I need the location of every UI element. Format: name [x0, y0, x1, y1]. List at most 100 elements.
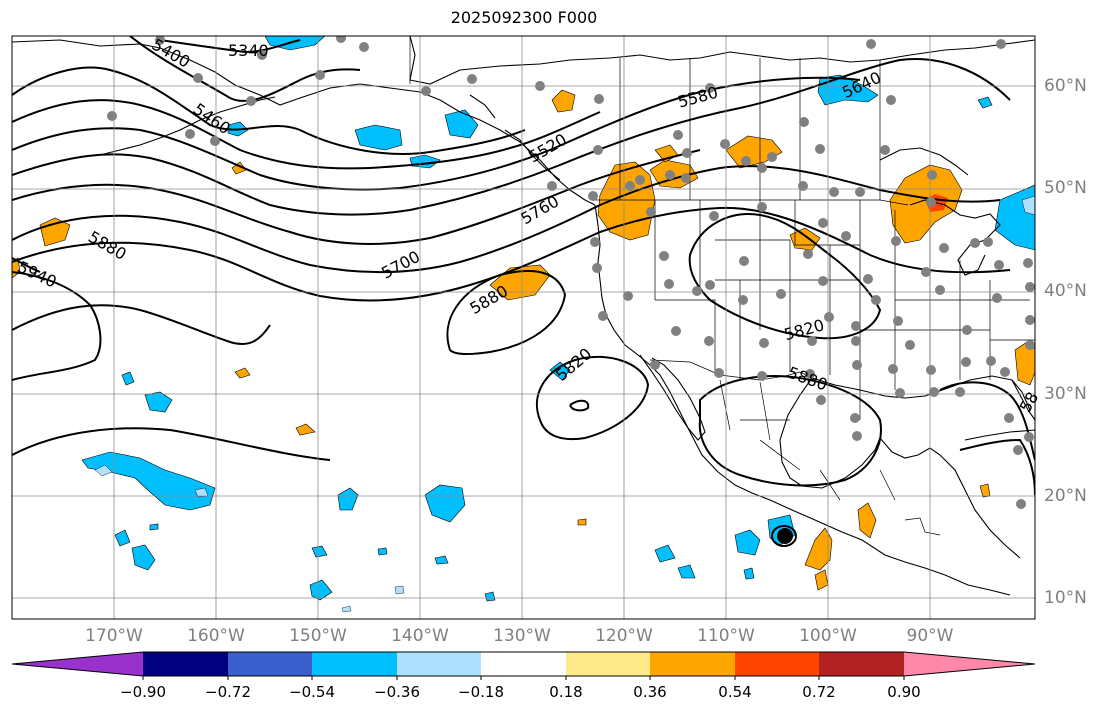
positive-area [804, 527, 833, 571]
contour-label: 5700 [378, 247, 423, 283]
contour-label: 5820 [552, 344, 595, 385]
station-dots [107, 36, 1035, 509]
station [895, 388, 905, 398]
colorbar-tick-label: 0.54 [718, 683, 752, 701]
colorbar-segment [650, 652, 735, 676]
positive-area [889, 164, 963, 244]
station [635, 175, 645, 185]
negative-area [149, 523, 159, 531]
station [665, 170, 675, 180]
station [850, 413, 860, 423]
contour-5940 [12, 257, 41, 273]
contour-5640 [12, 58, 1011, 216]
lat-label: 50°N [1044, 178, 1087, 198]
station [994, 260, 1004, 270]
negative-area [434, 555, 449, 565]
weak-negative-areas [94, 195, 1035, 613]
colorbar-tick-label: 0.18 [549, 683, 583, 701]
lat-label: 60°N [1044, 76, 1087, 96]
station [336, 36, 346, 43]
station [803, 249, 813, 259]
station [880, 145, 890, 155]
lon-label: 140°W [391, 626, 449, 646]
contour-5880-high [446, 270, 567, 356]
contour-5700 [12, 149, 701, 245]
contour-5460 [12, 66, 526, 155]
coastline-cuba [964, 429, 1035, 441]
station [673, 130, 683, 140]
negative-area [337, 487, 359, 511]
station [805, 369, 815, 379]
station [851, 321, 861, 331]
colorbar-ticks [142, 676, 905, 680]
colorbar-segment [397, 652, 482, 676]
contour-5880-carib [959, 438, 1035, 496]
positive-area [725, 135, 783, 169]
station [738, 295, 748, 305]
station [816, 395, 826, 405]
station [467, 74, 477, 84]
station [1000, 367, 1010, 377]
station [866, 39, 876, 49]
colorbar-tick-label: −0.72 [205, 683, 251, 701]
positive-area [234, 367, 251, 379]
contour-label: 5880 [466, 281, 511, 318]
coastline-islands [469, 94, 561, 181]
colorbar-tick-label: −0.36 [374, 683, 420, 701]
station [926, 365, 936, 375]
station [852, 431, 862, 441]
lon-label: 110°W [697, 626, 755, 646]
lat-label: 30°N [1044, 384, 1087, 404]
contour-label: 5880 [785, 363, 830, 395]
colorbar [11, 651, 1036, 680]
lon-label: 150°W [289, 626, 347, 646]
contour-5880-pac [12, 271, 102, 381]
contour-5880-main [12, 304, 271, 345]
contour-5820-east [12, 427, 331, 461]
station [818, 276, 828, 286]
station [983, 237, 993, 247]
positive-area [551, 89, 576, 113]
contour-label: 5760 [517, 192, 562, 229]
station [807, 336, 817, 346]
border-mexico-guatemala [904, 517, 941, 536]
weak-negative-area [341, 605, 352, 613]
station [671, 326, 681, 336]
map-frame [11, 35, 1036, 620]
station [757, 202, 767, 212]
station [705, 280, 715, 290]
station [593, 145, 603, 155]
colorbar-tick-label: −0.54 [289, 683, 335, 701]
graticule [12, 36, 1035, 619]
positive-area [39, 217, 71, 247]
lon-label: 120°W [595, 626, 653, 646]
station [704, 336, 714, 346]
station [193, 73, 203, 83]
colorbar-tick-label: 0.72 [802, 683, 836, 701]
colorbar-segment [566, 652, 651, 676]
coastline-florida [1011, 379, 1035, 421]
station [970, 238, 980, 248]
coastline-great-lakes [909, 199, 1001, 276]
weak-negative-area [94, 464, 113, 477]
station [855, 187, 865, 197]
negative-area [977, 96, 993, 109]
colorbar-tick-label: 0.36 [633, 683, 667, 701]
station [257, 50, 267, 60]
coastline-west-coast [594, 204, 1011, 596]
weak-negative-area [1021, 195, 1035, 216]
lat-label: 40°N [1044, 281, 1087, 301]
station [767, 152, 777, 162]
station [939, 243, 949, 253]
contour-label: 5340 [228, 41, 269, 60]
weak-negative-area [394, 585, 405, 595]
station [1025, 282, 1035, 292]
station [1004, 413, 1014, 423]
colorbar-extension-high [904, 652, 1035, 676]
lon-label: 160°W [187, 626, 245, 646]
tropical-cyclone-marker [777, 528, 793, 544]
negative-area [121, 371, 135, 386]
meridians [113, 36, 931, 619]
station [623, 291, 633, 301]
